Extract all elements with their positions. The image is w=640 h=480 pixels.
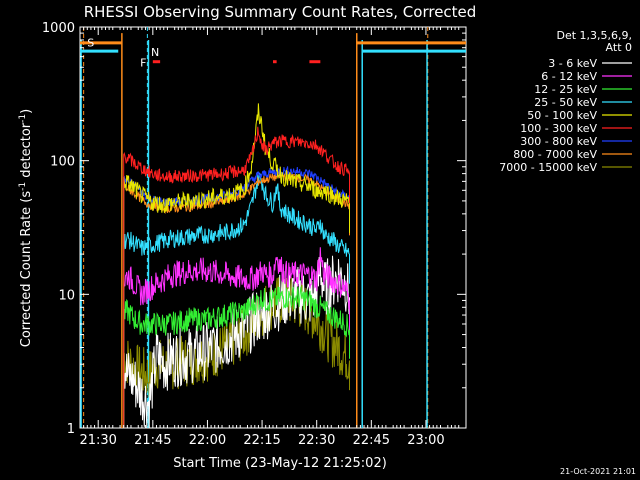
x-tick-label: 23:00 [407, 433, 444, 448]
series-line [123, 103, 350, 428]
x-tick-label: 22:45 [353, 433, 390, 448]
legend-entry-label: 12 - 25 keV [534, 83, 597, 96]
chart-title: RHESSI Observing Summary Count Rates, Co… [84, 3, 477, 21]
series-line [123, 126, 350, 428]
series-line [123, 171, 350, 428]
legend-header: Det 1,3,5,6,9, [556, 29, 632, 42]
x-tick-label: 21:30 [79, 433, 116, 448]
legend-entry-label: 6 - 12 keV [541, 70, 597, 83]
y-tick-label: 1 [67, 422, 75, 437]
legend-header: Att 0 [606, 41, 632, 54]
series-line [123, 166, 350, 428]
flare-flag-label: F [140, 57, 146, 70]
legend-entry-label: 300 - 800 keV [520, 135, 597, 148]
y-axis-ticks: 1 10 100 1000 [42, 21, 466, 437]
series-line [123, 247, 350, 428]
x-axis-ticks: 21:30 21:45 22:00 22:15 22:30 22:45 23:00 [79, 27, 460, 448]
y-axis-label: Corrected Count Rate (s-1 detector-1) [18, 109, 34, 347]
y-axis-label-main: Corrected Count Rate (s [19, 191, 34, 348]
y-tick-label: 10 [58, 288, 75, 303]
x-tick-label: 21:45 [134, 433, 171, 448]
y-tick-label: 1000 [42, 21, 75, 36]
saa-flag-label: S [87, 36, 94, 49]
x-tick-label: 22:30 [298, 433, 335, 448]
x-tick-label: 22:00 [189, 433, 226, 448]
y-axis-label-end: ) [19, 109, 34, 114]
legend-entry-label: 100 - 300 keV [520, 122, 597, 135]
y-axis-label-sup2: -1 [18, 114, 28, 123]
series-line [123, 286, 350, 428]
flags-layer: S NF [80, 27, 466, 428]
legend-entry-label: 3 - 6 keV [548, 57, 597, 70]
legend-entry-label: 50 - 100 keV [527, 109, 597, 122]
series-layer [123, 103, 350, 429]
timestamp: 21-Oct-2021 21:01 [560, 467, 636, 476]
legend-entry-label: 7000 - 15000 keV [499, 161, 597, 174]
night-flag-label: N [151, 46, 159, 59]
legend-entry-label: 25 - 50 keV [534, 96, 597, 109]
legend-entry-label: 800 - 7000 keV [513, 148, 597, 161]
y-axis-label-mid: detector [19, 122, 34, 182]
x-axis-label: Start Time (23-May-12 21:25:02) [173, 456, 387, 471]
y-axis-label-sup1: -1 [18, 182, 28, 191]
y-tick-label: 100 [50, 155, 75, 170]
x-tick-label: 22:15 [243, 433, 280, 448]
